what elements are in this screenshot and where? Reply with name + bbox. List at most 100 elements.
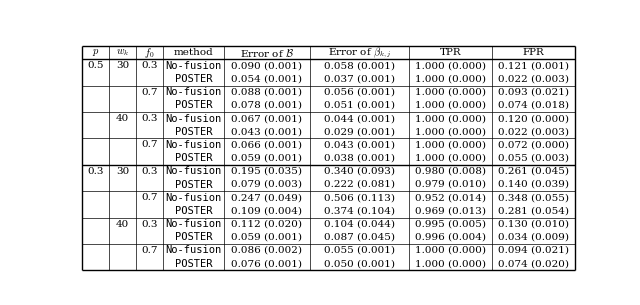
Text: 0.980 (0.008): 0.980 (0.008): [415, 167, 486, 176]
Text: 0.029 (0.001): 0.029 (0.001): [324, 127, 395, 136]
Text: No-fusion: No-fusion: [165, 61, 221, 71]
Text: 0.043 (0.001): 0.043 (0.001): [231, 127, 302, 136]
Text: 0.969 (0.013): 0.969 (0.013): [415, 206, 486, 215]
Text: 0.078 (0.001): 0.078 (0.001): [231, 101, 302, 110]
Text: 0.086 (0.002): 0.086 (0.002): [231, 246, 302, 255]
Text: POSTER: POSTER: [175, 127, 212, 137]
Text: Error of $\mathcal{B}$: Error of $\mathcal{B}$: [239, 47, 294, 59]
Text: FPR: FPR: [523, 48, 545, 57]
Text: POSTER: POSTER: [175, 100, 212, 110]
Text: 1.000 (0.000): 1.000 (0.000): [415, 246, 486, 255]
Text: 1.000 (0.000): 1.000 (0.000): [415, 259, 486, 268]
Text: 0.130 (0.010): 0.130 (0.010): [498, 220, 569, 229]
Text: 0.058 (0.001): 0.058 (0.001): [324, 61, 395, 70]
Text: 0.3: 0.3: [141, 114, 158, 123]
Text: 0.059 (0.001): 0.059 (0.001): [231, 233, 302, 242]
Text: 40: 40: [116, 114, 129, 123]
Text: 30: 30: [116, 167, 129, 176]
Text: 1.000 (0.000): 1.000 (0.000): [415, 88, 486, 97]
Text: 0.3: 0.3: [141, 220, 158, 229]
Text: 0.3: 0.3: [141, 61, 158, 70]
Text: 0.3: 0.3: [141, 167, 158, 176]
Text: 0.043 (0.001): 0.043 (0.001): [324, 140, 395, 149]
Text: 1.000 (0.000): 1.000 (0.000): [415, 74, 486, 84]
Text: TPR: TPR: [440, 48, 461, 57]
Text: 0.059 (0.001): 0.059 (0.001): [231, 154, 302, 163]
Text: POSTER: POSTER: [175, 206, 212, 216]
Text: 0.072 (0.000): 0.072 (0.000): [498, 140, 569, 149]
Text: POSTER: POSTER: [175, 180, 212, 189]
Text: 0.222 (0.081): 0.222 (0.081): [324, 180, 395, 189]
Text: 0.281 (0.054): 0.281 (0.054): [498, 206, 569, 215]
Text: 0.140 (0.039): 0.140 (0.039): [498, 180, 569, 189]
Text: 0.506 (0.113): 0.506 (0.113): [324, 193, 395, 202]
Text: 0.104 (0.044): 0.104 (0.044): [324, 220, 395, 229]
Text: No-fusion: No-fusion: [165, 113, 221, 124]
Text: 1.000 (0.000): 1.000 (0.000): [415, 61, 486, 70]
Text: 0.034 (0.009): 0.034 (0.009): [498, 233, 569, 242]
Text: POSTER: POSTER: [175, 259, 212, 269]
Text: Error of $\beta_{k,j}$: Error of $\beta_{k,j}$: [328, 45, 391, 60]
Text: 0.5: 0.5: [88, 61, 104, 70]
Text: 0.7: 0.7: [141, 246, 158, 255]
Text: $p$: $p$: [92, 47, 100, 58]
Text: POSTER: POSTER: [175, 232, 212, 242]
Text: 0.076 (0.001): 0.076 (0.001): [231, 259, 302, 268]
Text: 0.022 (0.003): 0.022 (0.003): [498, 127, 569, 136]
Text: 0.087 (0.045): 0.087 (0.045): [324, 233, 395, 242]
Text: 0.056 (0.001): 0.056 (0.001): [324, 88, 395, 97]
Text: method: method: [173, 48, 213, 57]
Text: No-fusion: No-fusion: [165, 193, 221, 203]
Text: 0.054 (0.001): 0.054 (0.001): [231, 74, 302, 84]
Text: 0.109 (0.004): 0.109 (0.004): [231, 206, 302, 215]
Text: 0.022 (0.003): 0.022 (0.003): [498, 74, 569, 84]
Text: 0.120 (0.000): 0.120 (0.000): [498, 114, 569, 123]
Text: 0.051 (0.001): 0.051 (0.001): [324, 101, 395, 110]
Text: 0.066 (0.001): 0.066 (0.001): [231, 140, 302, 149]
Text: 1.000 (0.000): 1.000 (0.000): [415, 140, 486, 149]
Text: 1.000 (0.000): 1.000 (0.000): [415, 127, 486, 136]
Text: $w_k$: $w_k$: [116, 47, 129, 58]
Text: 0.079 (0.003): 0.079 (0.003): [231, 180, 302, 189]
Text: 0.112 (0.020): 0.112 (0.020): [231, 220, 302, 229]
Text: 0.074 (0.020): 0.074 (0.020): [498, 259, 569, 268]
Text: 0.055 (0.001): 0.055 (0.001): [324, 246, 395, 255]
Text: 0.055 (0.003): 0.055 (0.003): [498, 154, 569, 163]
Text: $f_0$: $f_0$: [145, 45, 155, 59]
Text: 0.088 (0.001): 0.088 (0.001): [231, 88, 302, 97]
Text: 0.093 (0.021): 0.093 (0.021): [498, 88, 569, 97]
Text: 0.3: 0.3: [88, 167, 104, 176]
Text: 0.261 (0.045): 0.261 (0.045): [498, 167, 569, 176]
Text: 1.000 (0.000): 1.000 (0.000): [415, 114, 486, 123]
Text: 0.348 (0.055): 0.348 (0.055): [498, 193, 569, 202]
Text: 0.247 (0.049): 0.247 (0.049): [231, 193, 302, 202]
Text: 0.340 (0.093): 0.340 (0.093): [324, 167, 395, 176]
Text: 0.7: 0.7: [141, 193, 158, 202]
Text: 0.050 (0.001): 0.050 (0.001): [324, 259, 395, 268]
Text: No-fusion: No-fusion: [165, 166, 221, 176]
Text: 0.090 (0.001): 0.090 (0.001): [231, 61, 302, 70]
Text: No-fusion: No-fusion: [165, 140, 221, 150]
Text: 0.094 (0.021): 0.094 (0.021): [498, 246, 569, 255]
Text: 1.000 (0.000): 1.000 (0.000): [415, 101, 486, 110]
Text: 0.979 (0.010): 0.979 (0.010): [415, 180, 486, 189]
Text: 40: 40: [116, 220, 129, 229]
Text: 0.038 (0.001): 0.038 (0.001): [324, 154, 395, 163]
Text: 0.121 (0.001): 0.121 (0.001): [498, 61, 569, 70]
Text: 0.067 (0.001): 0.067 (0.001): [231, 114, 302, 123]
Text: No-fusion: No-fusion: [165, 219, 221, 229]
Text: 0.995 (0.005): 0.995 (0.005): [415, 220, 486, 229]
Text: POSTER: POSTER: [175, 153, 212, 163]
Text: 0.044 (0.001): 0.044 (0.001): [324, 114, 395, 123]
Text: 0.996 (0.004): 0.996 (0.004): [415, 233, 486, 242]
Text: 0.074 (0.018): 0.074 (0.018): [498, 101, 569, 110]
Text: 0.195 (0.035): 0.195 (0.035): [231, 167, 302, 176]
Text: 0.7: 0.7: [141, 88, 158, 97]
Text: 0.037 (0.001): 0.037 (0.001): [324, 74, 395, 84]
Text: 0.7: 0.7: [141, 140, 158, 149]
Text: 1.000 (0.000): 1.000 (0.000): [415, 154, 486, 163]
Text: No-fusion: No-fusion: [165, 87, 221, 97]
Text: POSTER: POSTER: [175, 74, 212, 84]
Text: 0.952 (0.014): 0.952 (0.014): [415, 193, 486, 202]
Text: 30: 30: [116, 61, 129, 70]
